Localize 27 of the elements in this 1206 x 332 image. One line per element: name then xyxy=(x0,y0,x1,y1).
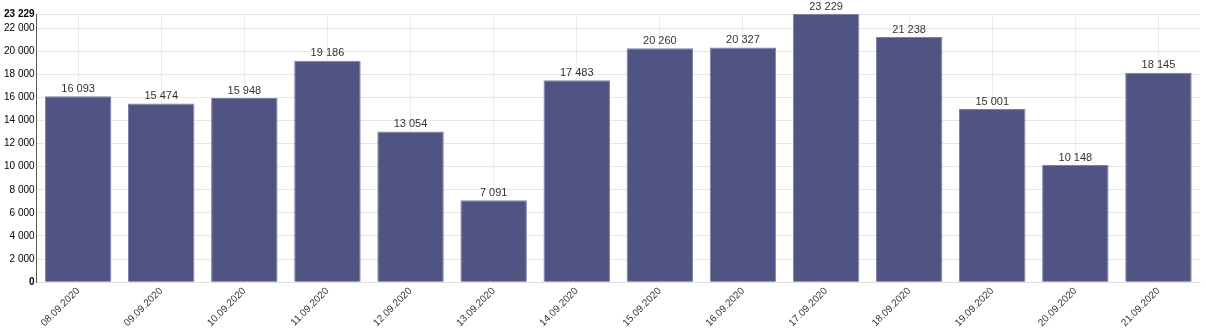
y-tick-label: 10 000 xyxy=(3,160,36,172)
data-label: 20 260 xyxy=(643,33,677,46)
y-tick-label: 4 000 xyxy=(9,229,36,241)
data-label: 13 054 xyxy=(393,116,428,129)
y-tick-label: 14 000 xyxy=(3,114,36,126)
data-label: 23 229 xyxy=(809,0,843,12)
data-label: 21 238 xyxy=(892,22,926,35)
data-label: 15 948 xyxy=(227,83,262,96)
data-label: 15 474 xyxy=(144,89,179,102)
y-tick-label: 20 000 xyxy=(3,45,36,57)
data-label: 7 091 xyxy=(479,185,508,198)
data-label: 20 327 xyxy=(726,33,760,46)
y-tick-label: 12 000 xyxy=(3,137,36,149)
data-label: 18 145 xyxy=(1141,58,1176,71)
y-tick-label: 0 xyxy=(29,275,36,287)
data-label: 19 186 xyxy=(310,46,345,59)
y-tick-label: 23 229 xyxy=(3,7,36,19)
data-label: 15 001 xyxy=(975,94,1010,107)
y-tick-label: 18 000 xyxy=(3,68,36,80)
data-label: 17 483 xyxy=(559,65,594,78)
y-tick-label: 22 000 xyxy=(3,21,36,33)
y-tick-label: 2 000 xyxy=(9,252,36,264)
data-label: 10 148 xyxy=(1058,150,1093,163)
y-tick-label: 8 000 xyxy=(9,183,36,195)
y-tick-label: 16 000 xyxy=(3,91,36,103)
y-tick-label: 6 000 xyxy=(9,206,36,218)
data-label: 16 093 xyxy=(61,81,95,94)
